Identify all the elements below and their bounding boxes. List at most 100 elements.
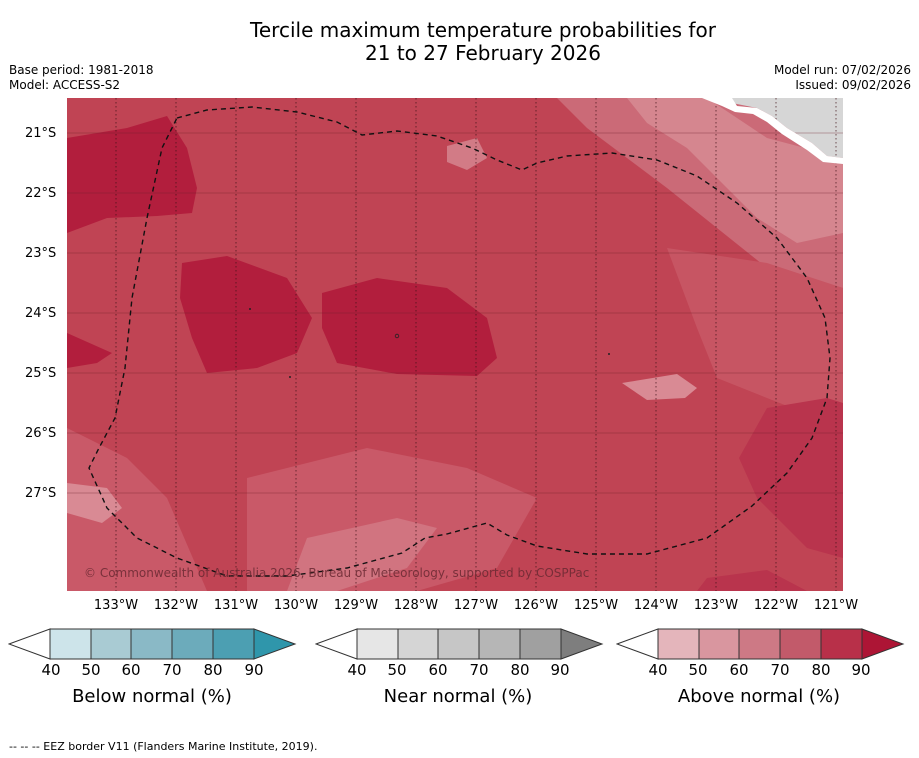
island-dot bbox=[249, 308, 251, 310]
region-60-bottom-left bbox=[67, 428, 207, 591]
colorbar-tick: 90 bbox=[244, 661, 264, 679]
lon-label: 121°W bbox=[813, 598, 859, 613]
colorbar-tick: 50 bbox=[387, 661, 407, 679]
map-title: Tercile maximum temperature probabilitie… bbox=[0, 19, 919, 65]
lat-label: 21°S bbox=[25, 126, 57, 141]
colorbar-max-arrow bbox=[861, 628, 905, 660]
region-80-top-left bbox=[67, 116, 197, 233]
meta-left: Base period: 1981-2018 Model: ACCESS-S2 bbox=[9, 63, 154, 93]
lon-label: 123°W bbox=[693, 598, 739, 613]
colorbar-segment bbox=[90, 628, 132, 660]
base-period: Base period: 1981-2018 bbox=[9, 63, 154, 77]
colorbar-segment bbox=[356, 628, 399, 660]
lon-label: 132°W bbox=[153, 598, 199, 613]
lon-label: 127°W bbox=[453, 598, 499, 613]
colorbar-max-arrow bbox=[560, 628, 604, 660]
meta-right: Model run: 07/02/2026 Issued: 09/02/2026 bbox=[774, 63, 911, 93]
colorbar-segment bbox=[49, 628, 92, 660]
colorbar-min-arrow bbox=[8, 628, 51, 660]
colorbar-tick: 60 bbox=[729, 661, 749, 679]
colorbar-segment bbox=[698, 628, 740, 660]
colorbar-label: Near normal (%) bbox=[383, 686, 533, 707]
region-75-bottom-right bbox=[697, 570, 807, 591]
lon-label: 129°W bbox=[333, 598, 379, 613]
colorbar-near-normal bbox=[315, 628, 605, 660]
region-65-right bbox=[667, 248, 843, 428]
title-line-2: 21 to 27 February 2026 bbox=[365, 41, 601, 65]
colorbar-tick: 60 bbox=[121, 661, 141, 679]
region-80-centre bbox=[322, 278, 497, 376]
region-55-top-right bbox=[627, 98, 843, 243]
lat-label: 22°S bbox=[25, 186, 57, 201]
colorbar-segment bbox=[779, 628, 822, 660]
colorbar-below-normal bbox=[8, 628, 298, 660]
eez-footnote: -- -- -- EEZ border V11 (Flanders Marine… bbox=[9, 740, 318, 753]
colorbar-segment bbox=[437, 628, 480, 660]
colorbar-tick: 80 bbox=[203, 661, 223, 679]
lon-label: 130°W bbox=[273, 598, 319, 613]
colorbar-svg bbox=[616, 628, 905, 660]
title-line-1: Tercile maximum temperature probabilitie… bbox=[250, 18, 716, 42]
lat-label: 26°S bbox=[25, 426, 57, 441]
lon-label: 124°W bbox=[633, 598, 679, 613]
lon-label: 128°W bbox=[393, 598, 439, 613]
colorbar-min-arrow bbox=[315, 628, 358, 660]
colorbar-segment bbox=[397, 628, 439, 660]
island-dot bbox=[289, 376, 291, 378]
colorbar-tick: 90 bbox=[550, 661, 570, 679]
colorbar-segment bbox=[130, 628, 173, 660]
patch-light-3 bbox=[67, 483, 122, 523]
region-80-left-centre bbox=[180, 256, 312, 373]
model-name: Model: ACCESS-S2 bbox=[9, 78, 121, 92]
lon-label: 131°W bbox=[213, 598, 259, 613]
lat-label: 25°S bbox=[25, 366, 57, 381]
colorbar-tick: 80 bbox=[811, 661, 831, 679]
colorbar-segment bbox=[212, 628, 255, 660]
colorbar-tick: 60 bbox=[428, 661, 448, 679]
nodata-stripe bbox=[702, 98, 843, 164]
colorbar-segment bbox=[519, 628, 562, 660]
lon-label: 125°W bbox=[573, 598, 619, 613]
colorbar-tick: 90 bbox=[851, 661, 871, 679]
eez-border bbox=[88, 106, 831, 577]
map-svg bbox=[67, 98, 843, 591]
colorbar-above-normal bbox=[616, 628, 906, 660]
colorbar-segment bbox=[738, 628, 781, 660]
colorbar-svg bbox=[8, 628, 297, 660]
lon-label: 133°W bbox=[93, 598, 139, 613]
colorbar-tick: 40 bbox=[41, 661, 61, 679]
region-55-bottom bbox=[287, 518, 437, 591]
lat-grid bbox=[67, 132, 843, 494]
lon-label: 126°W bbox=[513, 598, 559, 613]
colorbar-tick: 70 bbox=[469, 661, 489, 679]
colorbar-label: Below normal (%) bbox=[72, 686, 232, 707]
colorbar-tick: 50 bbox=[81, 661, 101, 679]
probability-map bbox=[67, 98, 843, 591]
colorbar-tick: 50 bbox=[688, 661, 708, 679]
lat-label: 27°S bbox=[25, 486, 57, 501]
colorbar-svg bbox=[315, 628, 604, 660]
patch-light-1 bbox=[447, 138, 487, 170]
issued-date: Issued: 09/02/2026 bbox=[795, 78, 911, 92]
island-marker bbox=[394, 333, 400, 339]
copyright-text: © Commonwealth of Australia 2026, Bureau… bbox=[84, 566, 590, 580]
colorbar-tick: 70 bbox=[162, 661, 182, 679]
island-dot bbox=[608, 353, 610, 355]
colorbar-segment bbox=[171, 628, 214, 660]
colorbar-label: Above normal (%) bbox=[677, 686, 841, 707]
colorbar-tick: 40 bbox=[648, 661, 668, 679]
region-80-left-edge bbox=[67, 333, 112, 368]
lon-label: 122°W bbox=[753, 598, 799, 613]
patch-light-2 bbox=[622, 374, 697, 400]
lat-label: 23°S bbox=[25, 246, 57, 261]
colorbar-tick: 70 bbox=[770, 661, 790, 679]
colorbar-min-arrow bbox=[616, 628, 659, 660]
colorbar-tick: 40 bbox=[347, 661, 367, 679]
lat-label: 24°S bbox=[25, 306, 57, 321]
colorbar-max-arrow bbox=[253, 628, 297, 660]
colorbar-segment bbox=[820, 628, 863, 660]
colorbar-segment bbox=[478, 628, 521, 660]
colorbar-tick: 80 bbox=[510, 661, 530, 679]
model-run: Model run: 07/02/2026 bbox=[773, 63, 911, 77]
colorbar-segment bbox=[657, 628, 700, 660]
